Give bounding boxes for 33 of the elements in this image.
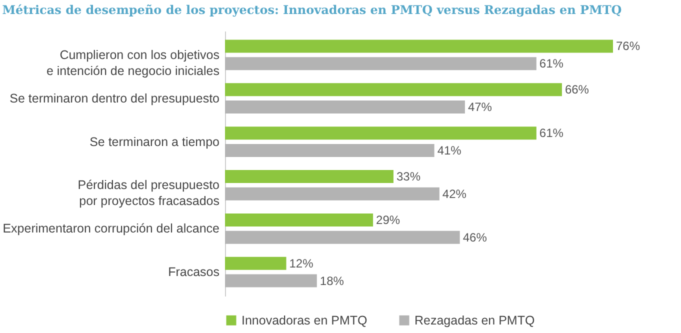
data-label: 18% <box>320 274 344 288</box>
data-label: 47% <box>468 100 492 114</box>
bar <box>225 256 286 270</box>
bar <box>225 40 613 53</box>
data-label: 76% <box>616 39 640 54</box>
data-label: 61% <box>539 56 564 71</box>
bar <box>225 100 465 114</box>
data-label: 33% <box>396 170 421 184</box>
data-label: 42% <box>442 186 467 201</box>
bar <box>225 187 440 200</box>
legend-label: Innovadoras en PMTQ <box>242 313 368 328</box>
data-label: 46% <box>462 230 488 244</box>
data-label: 29% <box>376 212 400 227</box>
data-label: 66% <box>564 82 590 97</box>
bar <box>225 274 317 288</box>
chart-title: Métricas de desempeño de los proyectos: Innovadoras en PMTQ versus Rezagadas en PMTQ <box>2 3 622 17</box>
y-tick-label: Fracasos <box>168 265 220 280</box>
bar <box>225 170 394 184</box>
bar <box>225 83 562 96</box>
y-tick-label: Experimentaron corrupción del alcance <box>2 222 220 236</box>
y-tick-label: Se terminaron dentro del presupuesto <box>10 91 220 106</box>
data-label: 61% <box>539 126 564 140</box>
bar <box>225 57 536 70</box>
data-label: 41% <box>437 143 462 158</box>
y-tick-label: Se terminaron a tiempo <box>90 134 220 149</box>
y-tick-label: Pérdidas del presupuesto por proyectos fracasados <box>78 178 220 208</box>
legend-label: Rezagadas en PMTQ <box>414 313 535 328</box>
bar <box>225 213 374 226</box>
bar <box>225 230 460 244</box>
data-label: 12% <box>289 256 314 270</box>
bar <box>225 126 536 140</box>
bar <box>225 144 434 157</box>
y-tick-label: Cumplieron con los objetivos e intención de negocio iniciales <box>46 48 220 78</box>
